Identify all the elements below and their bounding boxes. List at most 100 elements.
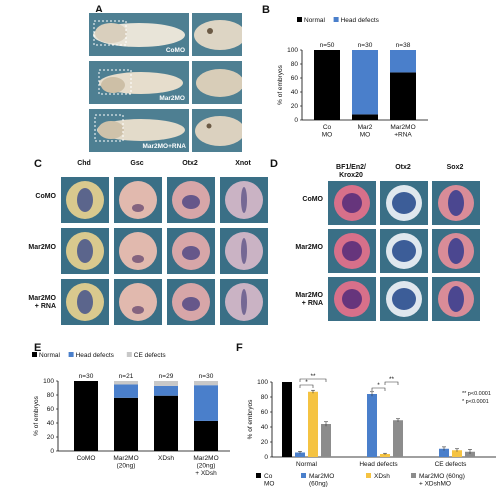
row-label: Mar2MO + RNA [28, 295, 56, 310]
in-situ-image [113, 278, 163, 326]
y-tick-label: 60 [47, 406, 55, 413]
in-situ-image [60, 278, 110, 326]
x-tick-label: Mar2 MO [358, 124, 373, 139]
panel-a-letter: A [95, 4, 103, 16]
x-tick-label: CoMO [77, 455, 96, 462]
x-tick-label: Head defects [359, 461, 398, 468]
bar-0-0 [74, 381, 98, 451]
bar-0-2 [154, 395, 178, 451]
sig-bracket [371, 387, 386, 391]
y-tick-label: 20 [47, 434, 55, 441]
y-axis-label: % of embryos [247, 399, 254, 439]
legend-label-1: Head defects [76, 352, 115, 359]
bar-1-1 [352, 50, 378, 115]
pvalue-label: ** p<0.0001 [462, 391, 491, 397]
n-label: n=29 [159, 373, 174, 380]
in-situ-image [219, 176, 269, 224]
panel-a-row1-zoom [191, 12, 243, 57]
row-label: Mar2MO [295, 244, 323, 251]
bar-2-1 [380, 454, 390, 457]
legend-swatch-0 [32, 352, 37, 357]
sig-bracket [299, 378, 327, 382]
row-label: Mar2MO [28, 244, 56, 251]
x-tick-label: Normal [296, 461, 318, 468]
legend-swatch-0 [256, 473, 261, 478]
y-tick-label: 80 [47, 392, 55, 399]
legend-swatch-1 [301, 473, 306, 478]
in-situ-image [431, 228, 481, 274]
panel-c-letter: C [34, 158, 42, 170]
bar-1-2 [154, 385, 178, 396]
panel-a-row3-label: Mar2MO+RNA [142, 143, 186, 150]
y-axis-label: % of embryos [277, 64, 284, 104]
panel-e-chart: Normal Head defects CE defects 100 80 60 40 20 0… [32, 352, 230, 477]
y-tick-label: 20 [261, 439, 269, 446]
bar-2-1 [114, 381, 138, 385]
panel-d: BF1/En2/ Krox20 Otx2 Sox2 CoMO Mar2MO Mar2MO … [275, 158, 495, 336]
bar-0-1 [114, 397, 138, 451]
row-label: CoMO [302, 196, 323, 203]
in-situ-image [431, 180, 481, 226]
in-situ-image [113, 227, 163, 275]
bar-1-1 [114, 384, 138, 398]
in-situ-image [327, 180, 377, 226]
legend-swatch-1 [333, 17, 339, 22]
legend-swatch-1 [68, 352, 74, 357]
y-tick-label: 60 [261, 409, 269, 416]
row-label: Mar2MO + RNA [295, 292, 323, 307]
in-situ-image [219, 227, 269, 275]
in-situ-image [60, 176, 110, 224]
column-header: Chd [77, 160, 91, 167]
panel-a-images: CoMO Mar2MO Mar2MO+RNA [88, 12, 243, 153]
legend-swatch-2 [366, 473, 371, 478]
in-situ-image [166, 278, 216, 326]
in-situ-image [60, 227, 110, 275]
in-situ-image [166, 227, 216, 275]
x-tick-label: Mar2MO (20ng) [113, 455, 138, 470]
y-tick-label: 0 [264, 454, 268, 461]
panel-a-row3-zoom [191, 108, 243, 153]
in-situ-image [219, 278, 269, 326]
y-tick-label: 60 [291, 75, 299, 82]
pvalue-label: * p<0.0001 [462, 399, 489, 405]
legend-label-0: Co MO [264, 473, 274, 488]
bar-3-0 [321, 424, 331, 457]
bar-1-3 [194, 385, 218, 421]
x-tick-label: Mar2MO +RNA [390, 124, 415, 139]
panel-f-letter: F [236, 342, 243, 354]
panel-f-chart: 100 80 60 40 20 0 % of embryos Normal Head defec… [247, 373, 496, 488]
panel-d-letter: D [270, 158, 278, 170]
panel-e-letter: E [34, 342, 42, 354]
in-situ-image [166, 176, 216, 224]
legend-swatch-3 [411, 473, 416, 478]
bar-1-2 [390, 50, 416, 73]
y-tick-label: 80 [291, 61, 299, 68]
sig-star: ** [389, 376, 395, 383]
n-label: n=30 [79, 373, 94, 380]
bar-1-0 [295, 452, 305, 457]
bar-0-0 [282, 382, 292, 457]
bar-3-1 [393, 420, 403, 457]
legend-label-3: Mar2MO (60ng) + XDshMO [419, 473, 465, 488]
legend-label-0: Normal [39, 352, 61, 359]
bar-2-0 [308, 391, 318, 457]
panel-a-row2-whole: Mar2MO [88, 60, 190, 105]
bar-0-0 [314, 50, 340, 120]
legend-label-1: Mar2MO (60ng) [309, 473, 334, 488]
y-tick-label: 100 [43, 378, 54, 385]
in-situ-image [379, 276, 429, 322]
y-tick-label: 20 [291, 103, 299, 110]
bar-1-1 [367, 394, 377, 457]
column-header: Otx2 [182, 160, 198, 167]
y-tick-label: 100 [257, 379, 268, 386]
legend-label-2: CE defects [134, 352, 167, 359]
bar-2-2 [452, 450, 462, 457]
panel-a-row2-zoom [191, 60, 243, 105]
sig-star: * [305, 379, 308, 386]
n-label: n=21 [119, 373, 134, 380]
column-header: Gsc [130, 160, 144, 167]
x-tick-label: XDsh [158, 455, 174, 462]
panel-c: Chd Gsc Otx2 Xnot CoMO Mar2MO Mar2MO + RNA [10, 158, 270, 336]
in-situ-image [113, 176, 163, 224]
y-tick-label: 40 [47, 420, 55, 427]
